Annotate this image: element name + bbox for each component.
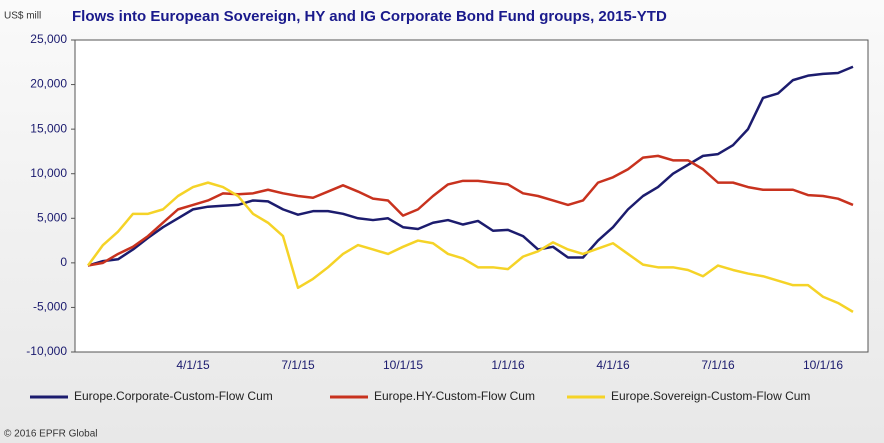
y-tick-label: 0 [60,255,67,269]
x-tick-label: 10/1/16 [803,358,843,372]
x-tick-label: 1/1/16 [491,358,525,372]
plot-area [74,39,869,353]
legend-label: Europe.Sovereign-Custom-Flow Cum [611,389,810,403]
x-tick-label: 10/1/15 [383,358,423,372]
legend-label: Europe.Corporate-Custom-Flow Cum [74,389,273,403]
y-tick-label: 25,000 [30,32,67,46]
x-tick-label: 4/1/16 [596,358,630,372]
y-axis-label: US$ mill [4,11,41,22]
x-tick-label: 7/1/15 [281,358,315,372]
y-tick-label: 20,000 [30,77,67,91]
series-line [86,181,854,313]
legend-label: Europe.HY-Custom-Flow Cum [374,389,535,403]
y-tick-label: 15,000 [30,121,67,135]
x-tick-label: 4/1/15 [176,358,210,372]
y-tick-label: 5,000 [37,210,67,224]
source: © 2016 EPFR Global [4,429,98,440]
y-tick-label: 10,000 [30,166,67,180]
series-line [87,154,854,267]
series-line [87,65,854,267]
y-tick-label: -5,000 [33,300,67,314]
chart-title: Flows into European Sovereign, HY and IG… [72,8,667,25]
y-tick-label: -10,000 [26,344,67,358]
x-tick-label: 7/1/16 [701,358,735,372]
